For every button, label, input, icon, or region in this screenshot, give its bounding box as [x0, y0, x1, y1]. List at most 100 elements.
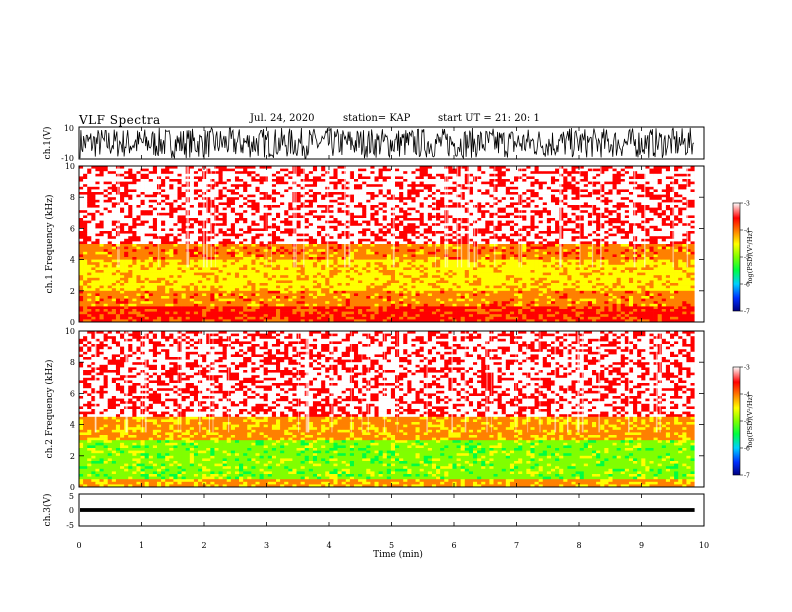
spectrogram-cell: [345, 220, 351, 224]
spectrogram-cell: [202, 288, 207, 292]
spectrogram-cell: [321, 277, 326, 281]
spectrogram-cell: [276, 228, 281, 232]
spectrogram-cell: [411, 262, 416, 266]
spectrogram-cell: [210, 171, 215, 175]
spectrogram-cell: [243, 251, 248, 255]
spectrogram-cell: [152, 212, 158, 216]
spectrogram-cell: [103, 233, 109, 237]
spectrogram-cell: [99, 309, 104, 312]
spectrogram-cell: [370, 176, 375, 180]
spectrogram-cell: [259, 199, 264, 203]
spectrogram-cell: [222, 267, 228, 271]
spectrogram-cell: [370, 233, 375, 237]
spectrogram-cell: [198, 249, 203, 253]
spectrogram-cell: [366, 301, 371, 305]
spectrogram-cell: [382, 184, 388, 188]
spectrogram-cell: [308, 298, 314, 302]
spectrogram-cell: [226, 179, 232, 182]
spectrogram-cell: [128, 199, 133, 203]
spectrogram-cell: [345, 246, 351, 250]
spectrogram-cell: [83, 293, 88, 297]
spectrogram-cell: [111, 244, 117, 247]
spectrogram-cell: [345, 179, 351, 182]
spectrogram-cell: [271, 293, 277, 297]
spectrogram-cell: [103, 202, 109, 206]
spectrogram-cell: [243, 264, 248, 268]
spectrogram-cell: [206, 184, 211, 188]
spectrogram-cell: [165, 285, 170, 289]
spectrogram-cell: [288, 272, 293, 276]
spectrogram-cell: [267, 254, 273, 258]
spectrogram-cell: [271, 306, 277, 310]
spectrogram-cell: [91, 257, 96, 260]
spectrogram-cell: [177, 197, 182, 201]
spectrogram-cell: [132, 306, 137, 310]
spectrogram-cell: [173, 207, 178, 211]
spectrogram-cell: [415, 212, 420, 216]
spectrogram-cell: [333, 270, 338, 273]
spectrogram-cell: [296, 179, 301, 182]
spectrogram-cell: [267, 309, 273, 312]
spectrogram-cell: [399, 199, 404, 203]
spectrogram-cell: [177, 277, 182, 281]
spectrogram-cell: [374, 241, 379, 245]
spectrogram-cell: [193, 303, 199, 307]
spectrogram-cell: [362, 215, 367, 219]
spectrogram-cell: [156, 316, 162, 320]
spectrogram-cell: [280, 236, 285, 240]
spectrogram-cell: [226, 233, 232, 237]
spectrogram-cell: [99, 205, 104, 208]
spectrogram-cell: [292, 309, 297, 312]
spectrogram-cell: [411, 316, 416, 320]
spectrogram-cell: [403, 197, 408, 201]
spectrogram-cell: [132, 262, 137, 266]
spectrogram-cell: [198, 186, 203, 190]
spectrogram-cell: [107, 259, 113, 263]
spectrogram-cell: [128, 212, 133, 216]
spectrogram-cell: [181, 296, 186, 299]
spectrogram-cell: [366, 259, 371, 263]
spectrogram-cell: [337, 298, 342, 302]
spectrogram-cell: [107, 205, 113, 208]
spectrogram-cell: [234, 207, 240, 211]
spectrogram-cell: [161, 223, 166, 227]
spectrogram-cell: [271, 267, 277, 271]
spectrogram-cell: [276, 176, 281, 180]
spectrogram-cell: [152, 257, 158, 260]
ch1-spectrogram-cells: [79, 166, 704, 323]
spectrogram-cell: [251, 244, 256, 247]
spectrogram-cell: [366, 212, 371, 216]
spectrogram-cell: [79, 218, 84, 221]
spectrogram-cell: [198, 293, 203, 297]
spectrogram-cell: [193, 280, 199, 284]
spectrogram-cell: [230, 220, 236, 224]
spectrogram-cell: [181, 223, 186, 227]
spectrogram-cell: [165, 314, 170, 318]
spectrogram-cell: [148, 199, 154, 203]
spectrogram-cell: [99, 254, 104, 258]
spectrogram-cell: [333, 316, 338, 320]
spectrogram-cell: [230, 228, 236, 232]
spectrogram-cell: [156, 296, 162, 299]
spectrogram-cell: [214, 288, 219, 292]
spectrogram-cell: [169, 202, 174, 206]
spectrogram-cell: [308, 314, 314, 318]
spectrogram-cell: [214, 267, 219, 271]
spectrogram-cell: [317, 264, 322, 268]
spectrogram-cell: [386, 220, 392, 224]
spectrogram-cell: [411, 314, 416, 318]
spectrogram-cell: [267, 179, 273, 182]
spectrogram-cell: [95, 179, 100, 182]
spectrogram-cell: [399, 270, 404, 273]
spectrogram-cell: [103, 257, 109, 260]
spectrogram-cell: [407, 257, 412, 260]
spectrogram-cell: [271, 303, 277, 307]
spectrogram-cell: [374, 283, 379, 286]
spectrogram-cell: [395, 309, 400, 312]
spectrogram-cell: [362, 244, 367, 247]
spectrogram-cell: [144, 262, 150, 266]
spectrogram-cell: [144, 259, 150, 263]
spectrogram-cell: [308, 225, 314, 229]
spectrogram-cell: [317, 236, 322, 240]
spectrogram-cell: [83, 306, 88, 310]
